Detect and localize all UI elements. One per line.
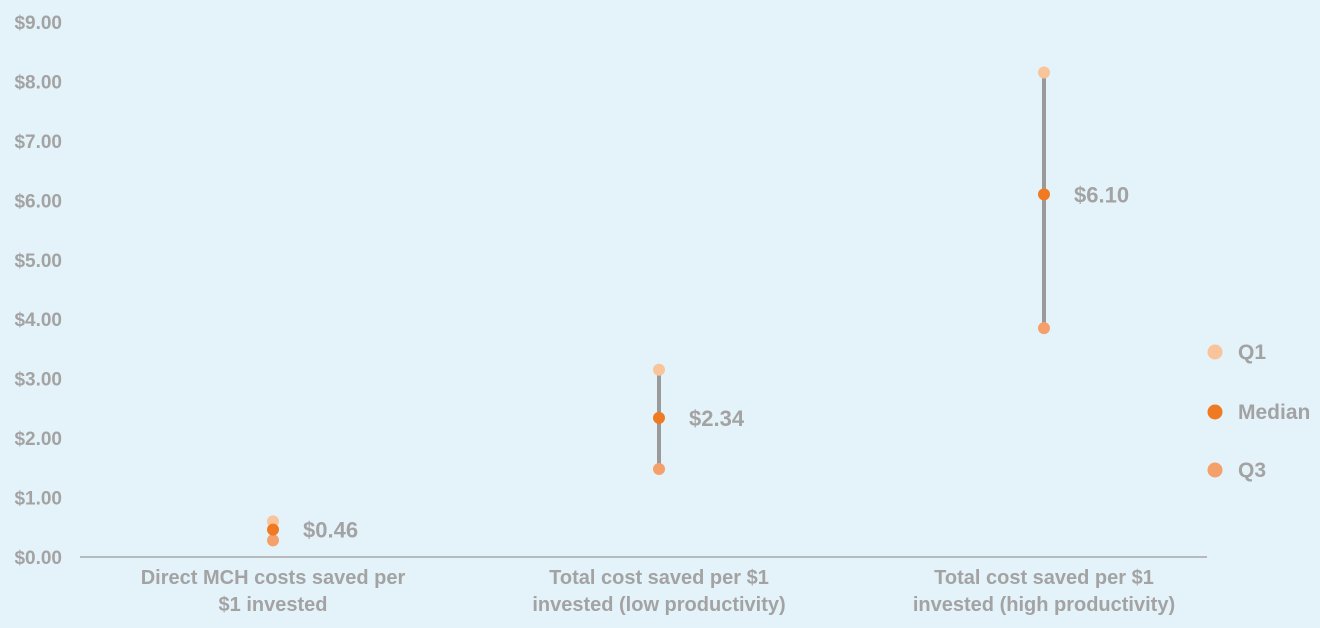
x-tick-label: invested (high productivity) bbox=[913, 594, 1175, 616]
data-points bbox=[267, 66, 1050, 547]
point-q3 bbox=[1038, 322, 1050, 335]
data-label: $6.10 bbox=[1074, 182, 1129, 207]
legend-marker-median bbox=[1207, 404, 1223, 420]
point-median bbox=[653, 411, 665, 424]
x-tick-label: invested (low productivity) bbox=[532, 594, 785, 616]
y-tick-label: $5.00 bbox=[14, 251, 62, 272]
y-tick-label: $8.00 bbox=[14, 72, 62, 93]
x-tick-label: $1 invested bbox=[219, 594, 328, 616]
y-tick-label: $9.00 bbox=[14, 13, 62, 34]
point-q3 bbox=[653, 463, 665, 476]
y-tick-label: $1.00 bbox=[14, 489, 62, 510]
point-median bbox=[267, 523, 279, 536]
y-axis: $0.00 $1.00 $2.00 $3.00 $4.00 $5.00 $6.00 $7.00… bbox=[14, 13, 62, 569]
legend: Q1 Median Q3 bbox=[1207, 341, 1310, 482]
data-label: $2.34 bbox=[689, 406, 745, 431]
point-q1 bbox=[1038, 66, 1050, 79]
x-tick-label: Total cost saved per $1 bbox=[549, 567, 769, 589]
y-tick-label: $6.00 bbox=[14, 191, 62, 212]
data-labels: $0.46 $2.34 $6.10 bbox=[303, 182, 1129, 542]
y-tick-label: $2.00 bbox=[14, 429, 62, 450]
point-q3 bbox=[267, 534, 279, 547]
legend-marker-q3 bbox=[1207, 462, 1223, 478]
point-q1 bbox=[653, 363, 665, 376]
legend-label: Median bbox=[1238, 401, 1310, 424]
x-axis: Direct MCH costs saved per $1 invested Tot… bbox=[141, 567, 1175, 616]
legend-label: Q1 bbox=[1238, 341, 1266, 364]
point-q1 bbox=[267, 515, 279, 528]
x-tick-label: Total cost saved per $1 bbox=[934, 567, 1154, 589]
legend-label: Q3 bbox=[1238, 459, 1266, 482]
x-tick-label: Direct MCH costs saved per bbox=[141, 567, 406, 589]
data-label: $0.46 bbox=[303, 518, 358, 543]
y-tick-label: $3.00 bbox=[14, 370, 62, 391]
y-tick-label: $7.00 bbox=[14, 132, 62, 153]
point-median bbox=[1038, 188, 1050, 201]
y-tick-label: $4.00 bbox=[14, 310, 62, 331]
legend-marker-q1 bbox=[1207, 344, 1223, 360]
y-tick-label: $0.00 bbox=[14, 548, 62, 569]
